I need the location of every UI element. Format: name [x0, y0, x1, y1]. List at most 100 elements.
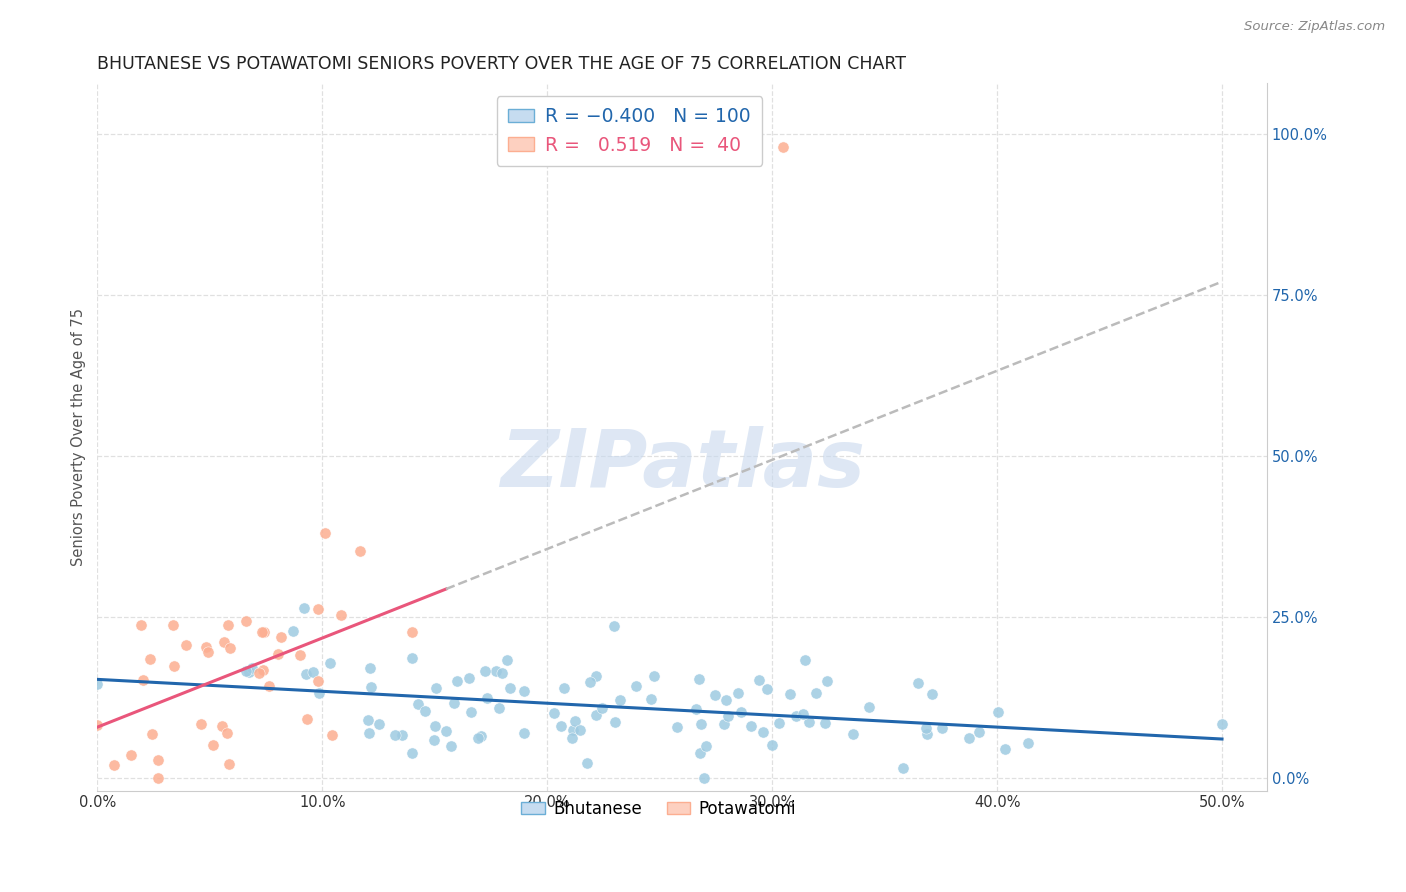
- Bhutanese: [292, 601, 315, 615]
- Bhutanese: [401, 747, 423, 761]
- Bhutanese: [319, 656, 342, 670]
- Bhutanese: [931, 721, 953, 735]
- Bhutanese: [360, 680, 382, 694]
- Bhutanese: [425, 719, 447, 733]
- Bhutanese: [576, 756, 599, 770]
- Bhutanese: [368, 717, 391, 731]
- Potawatomi: [162, 618, 184, 632]
- Potawatomi: [103, 758, 125, 772]
- Bhutanese: [727, 686, 749, 700]
- Potawatomi: [235, 614, 257, 628]
- Potawatomi: [252, 663, 274, 677]
- Bhutanese: [907, 676, 929, 690]
- Bhutanese: [624, 679, 647, 693]
- Bhutanese: [761, 739, 783, 753]
- Bhutanese: [498, 681, 520, 696]
- Potawatomi: [288, 648, 311, 662]
- Text: ZIPatlas: ZIPatlas: [499, 426, 865, 504]
- Bhutanese: [740, 719, 762, 733]
- Potawatomi: [217, 617, 239, 632]
- Potawatomi: [295, 712, 318, 726]
- Y-axis label: Seniors Poverty Over the Age of 75: Seniors Poverty Over the Age of 75: [72, 308, 86, 566]
- Bhutanese: [512, 683, 534, 698]
- Bhutanese: [752, 724, 775, 739]
- Bhutanese: [693, 771, 716, 785]
- Bhutanese: [794, 653, 817, 667]
- Potawatomi: [146, 753, 169, 767]
- Bhutanese: [713, 716, 735, 731]
- Bhutanese: [695, 739, 717, 753]
- Potawatomi: [212, 635, 235, 649]
- Potawatomi: [267, 647, 290, 661]
- Bhutanese: [1017, 736, 1039, 750]
- Bhutanese: [439, 739, 461, 754]
- Bhutanese: [609, 692, 631, 706]
- Potawatomi: [195, 640, 218, 654]
- Potawatomi: [321, 728, 343, 742]
- Bhutanese: [603, 619, 626, 633]
- Potawatomi: [190, 716, 212, 731]
- Bhutanese: [446, 673, 468, 688]
- Bhutanese: [443, 697, 465, 711]
- Bhutanese: [814, 715, 837, 730]
- Bhutanese: [470, 729, 492, 743]
- Bhutanese: [302, 665, 325, 680]
- Bhutanese: [804, 686, 827, 700]
- Bhutanese: [359, 661, 381, 675]
- Bhutanese: [815, 674, 838, 689]
- Bhutanese: [391, 728, 413, 742]
- Bhutanese: [281, 624, 304, 638]
- Potawatomi: [146, 771, 169, 785]
- Bhutanese: [543, 706, 565, 720]
- Bhutanese: [967, 725, 990, 739]
- Bhutanese: [688, 672, 710, 686]
- Bhutanese: [238, 665, 260, 679]
- Bhutanese: [496, 653, 519, 667]
- Bhutanese: [564, 714, 586, 728]
- Potawatomi: [218, 641, 240, 656]
- Bhutanese: [568, 723, 591, 737]
- Potawatomi: [247, 666, 270, 681]
- Potawatomi: [202, 738, 225, 752]
- Bhutanese: [666, 720, 689, 734]
- Bhutanese: [401, 650, 423, 665]
- Potawatomi: [307, 674, 329, 689]
- Potawatomi: [217, 726, 239, 740]
- Bhutanese: [959, 731, 981, 746]
- Potawatomi: [307, 602, 329, 616]
- Potawatomi: [270, 630, 292, 644]
- Bhutanese: [841, 727, 863, 741]
- Bhutanese: [703, 689, 725, 703]
- Potawatomi: [257, 679, 280, 693]
- Potawatomi: [86, 718, 108, 732]
- Potawatomi: [252, 625, 274, 640]
- Bhutanese: [585, 707, 607, 722]
- Potawatomi: [120, 748, 142, 763]
- Bhutanese: [553, 681, 575, 696]
- Potawatomi: [138, 652, 160, 666]
- Bhutanese: [797, 714, 820, 729]
- Bhutanese: [561, 731, 583, 745]
- Bhutanese: [640, 691, 662, 706]
- Bhutanese: [993, 741, 1015, 756]
- Bhutanese: [579, 674, 602, 689]
- Potawatomi: [197, 645, 219, 659]
- Potawatomi: [131, 618, 153, 632]
- Text: BHUTANESE VS POTAWATOMI SENIORS POVERTY OVER THE AGE OF 75 CORRELATION CHART: BHUTANESE VS POTAWATOMI SENIORS POVERTY …: [97, 55, 907, 73]
- Bhutanese: [785, 708, 807, 723]
- Bhutanese: [308, 685, 330, 699]
- Bhutanese: [714, 692, 737, 706]
- Potawatomi: [349, 543, 371, 558]
- Bhutanese: [987, 706, 1010, 720]
- Bhutanese: [562, 723, 585, 738]
- Bhutanese: [779, 687, 801, 701]
- Bhutanese: [475, 690, 498, 705]
- Bhutanese: [295, 666, 318, 681]
- Bhutanese: [755, 682, 778, 697]
- Potawatomi: [314, 526, 336, 541]
- Potawatomi: [253, 625, 276, 640]
- Bhutanese: [513, 726, 536, 740]
- Potawatomi: [141, 726, 163, 740]
- Potawatomi: [163, 658, 186, 673]
- Bhutanese: [768, 716, 790, 731]
